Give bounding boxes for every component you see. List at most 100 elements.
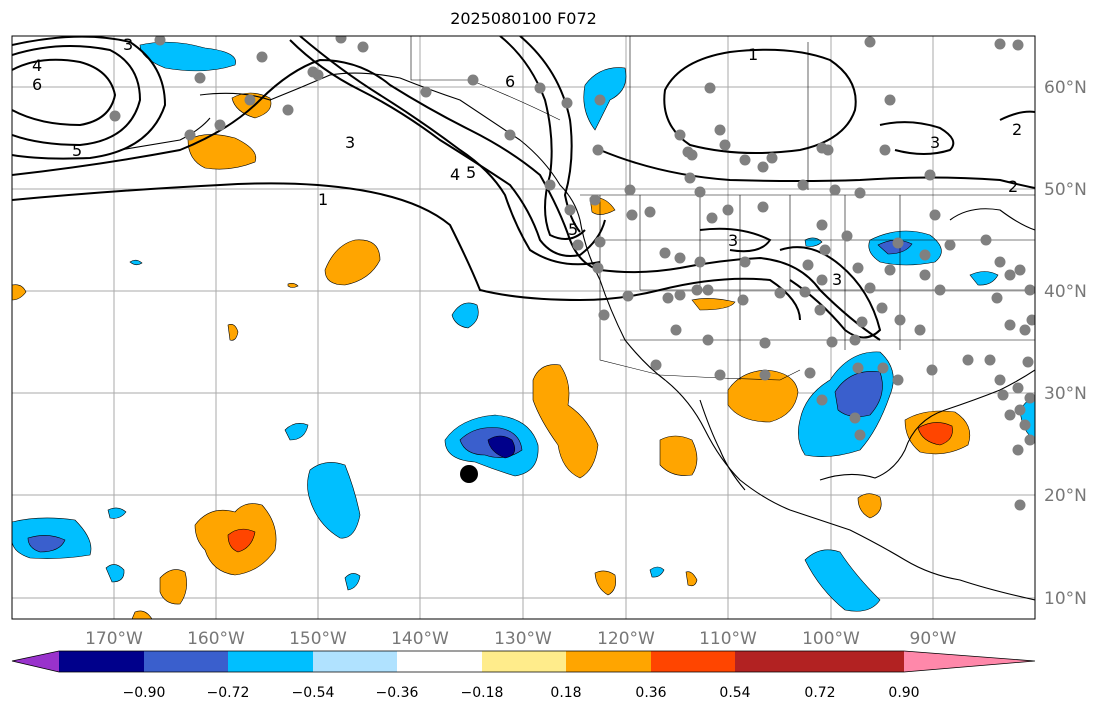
station-marker [594,94,606,106]
station-marker [1004,319,1016,331]
station-marker [244,94,256,106]
station-marker [816,274,828,286]
station-marker [626,209,638,221]
anomaly-negative [969,271,999,286]
colorbar-extend-high [904,651,1035,672]
station-marker [984,354,996,366]
station-marker [184,129,196,141]
colorbar-bin [566,651,651,672]
station-marker [929,209,941,221]
station-marker [876,302,888,314]
station-marker [154,36,166,46]
lon-label: 90°W [910,629,957,649]
station-marker [1024,434,1035,446]
anomaly-negative [139,41,236,72]
contour-label: 1 [748,45,758,64]
colorbar-bin [651,651,735,672]
anomaly-negative [344,573,361,591]
station-marker [997,389,1009,401]
station-marker [892,237,904,249]
colorbar-tick: 0.72 [804,685,835,701]
latitude-labels: 60°N 50°N 40°N 30°N 20°N 10°N [1044,78,1087,609]
contour-label: 4 [32,56,42,75]
station-marker [944,239,956,251]
station-marker [1012,382,1024,394]
station-marker [592,144,604,156]
station-marker [926,364,938,376]
lat-label: 60°N [1044,78,1087,98]
station-marker [674,289,686,301]
station-marker [1014,499,1026,511]
contour-label: 3 [728,231,738,250]
station-marker [892,374,904,386]
station-marker [598,309,610,321]
contour-label: 3 [345,133,355,152]
station-marker [650,359,662,371]
anomaly-positive [685,571,698,587]
station-marker [877,362,889,374]
station-marker [1024,392,1035,404]
station-marker [759,337,771,349]
anomaly-positive [131,610,153,619]
anomaly-negative [834,371,883,417]
colorbar-bin [482,651,566,672]
station-marker [816,142,828,154]
station-marker [504,129,516,141]
anomaly-positive [159,569,187,605]
station-marker [594,236,606,248]
station-marker [802,259,814,271]
station-marker [804,367,816,379]
colorbar-extend-low [12,651,59,672]
anomaly-positive [227,324,239,341]
coastlines [119,72,1035,601]
station-marker [706,212,718,224]
colorbar-tick: −0.90 [123,685,166,701]
station-marker [1014,404,1026,416]
station-marker [829,184,841,196]
station-marker [589,194,601,206]
colorbar-bin [144,651,228,672]
station-marker [739,154,751,166]
colorbar-tick: 0.90 [888,685,919,701]
station-marker [814,304,826,316]
contour-label: 3 [832,270,842,289]
station-marker [884,264,896,276]
station-marker [856,316,868,328]
contour-label: 5 [72,141,82,160]
anomaly-positive [287,283,299,288]
anomaly-negative [129,259,143,266]
colorbar-tick: 0.36 [635,685,666,701]
station-marker [592,262,604,274]
contour-label: 2 [1008,177,1018,196]
anomaly-positive [187,134,257,170]
station-marker [991,292,1003,304]
station-marker [662,292,674,304]
anomaly-negative [487,435,516,459]
station-marker [879,144,891,156]
contour-label: 4 [450,165,460,184]
station-marker [704,82,716,94]
station-marker [849,334,861,346]
colorbar [11,650,1036,673]
contour-lines [12,36,1035,341]
station-marker [702,334,714,346]
anomaly-positive [12,284,27,301]
colorbar-bin [313,651,397,672]
station-marker [561,97,573,109]
lat-label: 50°N [1044,180,1087,200]
anomaly-negative [27,535,66,553]
contour-labels: 3 4 6 5 3 1 4 5 6 1 5 3 3 2 3 2 [32,36,1022,289]
station-marker [766,152,778,164]
station-marker [684,172,696,184]
station-marker [674,252,686,264]
lon-label: 110°W [699,629,757,649]
station-marker [816,394,828,406]
station-marker [854,187,866,199]
station-marker [1022,356,1034,368]
anomaly-positive [691,298,736,311]
station-marker [194,72,206,84]
station-marker [864,282,876,294]
anomaly-positive [917,422,953,446]
station-marker [714,124,726,136]
